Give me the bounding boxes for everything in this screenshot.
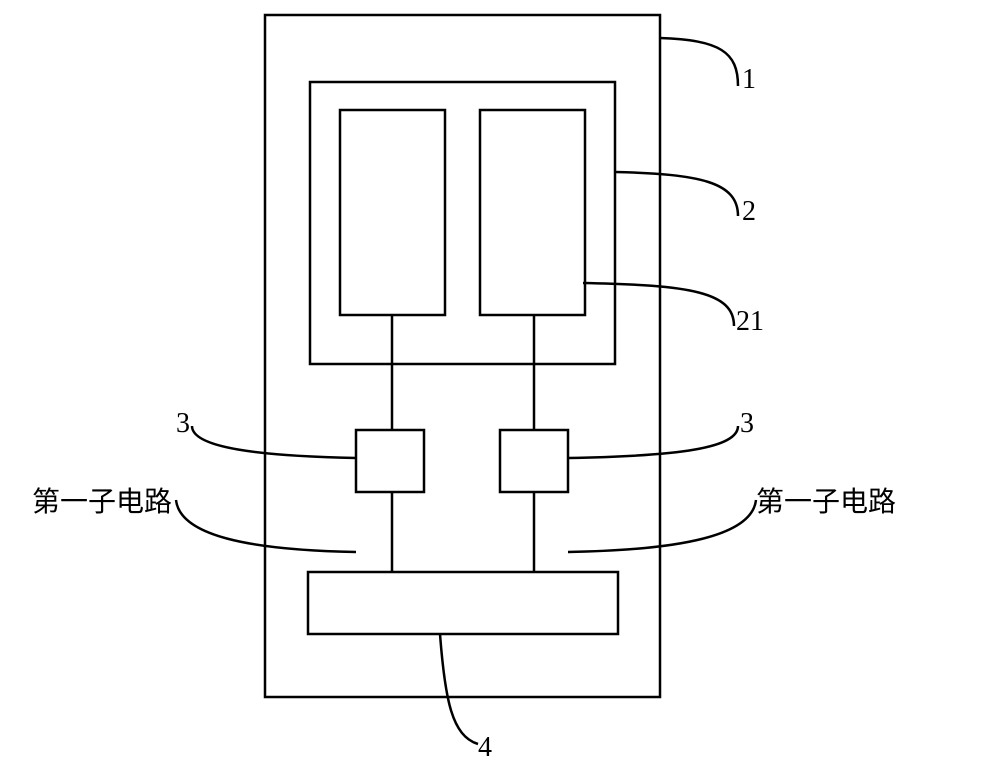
bottom-rect [308,572,618,634]
callout-label-subL: 第一子电路 [32,480,172,520]
callout-curve-3R [568,426,738,458]
callout-curve-1 [660,38,738,86]
callout-curve-subR [568,500,756,552]
callout-curve-2 [615,172,738,216]
callout-label-3L: 3 [176,408,190,440]
slot-left [340,110,445,315]
callout-label-3R: 3 [740,408,754,440]
callout-curve-21 [583,283,734,326]
callout-curve-3L [192,426,356,458]
small-sq-left [356,430,424,492]
outer-rect [265,15,660,697]
callout-label-subR: 第一子电路 [756,480,896,520]
callout-label-1: 1 [742,64,756,96]
callout-label-2: 2 [742,196,756,228]
small-sq-right [500,430,568,492]
slot-right [480,110,585,315]
callout-curve-4 [440,634,478,744]
callout-label-21: 21 [736,306,764,338]
diagram-canvas [0,0,1000,764]
callout-label-4: 4 [478,732,492,764]
inner-rect [310,82,615,364]
